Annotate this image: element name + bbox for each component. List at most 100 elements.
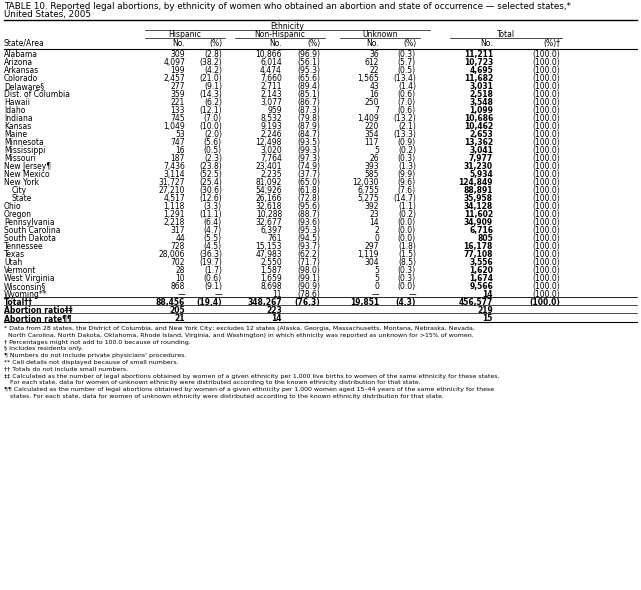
Text: (100.0): (100.0) — [532, 178, 560, 187]
Text: Hawaii: Hawaii — [4, 98, 30, 107]
Text: (9.1): (9.1) — [204, 82, 222, 91]
Text: ¶¶ Calculated as the number of legal abortions obtained by women of a given ethn: ¶¶ Calculated as the number of legal abo… — [4, 387, 494, 392]
Text: Hispanic: Hispanic — [169, 30, 201, 39]
Text: 309: 309 — [171, 50, 185, 59]
Text: 53: 53 — [175, 130, 185, 139]
Text: 2,518: 2,518 — [469, 90, 493, 99]
Text: (85.1): (85.1) — [297, 90, 320, 99]
Text: Vermont: Vermont — [4, 266, 37, 275]
Text: 28: 28 — [176, 266, 185, 275]
Text: 11: 11 — [272, 290, 282, 299]
Text: 32,677: 32,677 — [255, 218, 282, 227]
Text: 22: 22 — [369, 66, 379, 75]
Text: 88,891: 88,891 — [463, 186, 493, 195]
Text: Pennsylvania: Pennsylvania — [4, 218, 54, 227]
Text: 205: 205 — [169, 306, 185, 315]
Text: (100.0): (100.0) — [532, 74, 560, 83]
Text: New Jersey¶: New Jersey¶ — [4, 162, 51, 171]
Text: 7,977: 7,977 — [469, 154, 493, 163]
Text: 3,031: 3,031 — [469, 82, 493, 91]
Text: (25.4): (25.4) — [199, 178, 222, 187]
Text: 21: 21 — [174, 314, 185, 323]
Text: 805: 805 — [478, 234, 493, 243]
Text: † Percentages might not add to 100.0 because of rounding.: † Percentages might not add to 100.0 bec… — [4, 340, 191, 345]
Text: (12.6): (12.6) — [199, 194, 222, 203]
Text: —: — — [214, 290, 222, 299]
Text: 0: 0 — [374, 234, 379, 243]
Text: (3.3): (3.3) — [204, 202, 222, 211]
Text: (0.0): (0.0) — [398, 226, 416, 235]
Text: (100.0): (100.0) — [532, 162, 560, 171]
Text: (0.0): (0.0) — [398, 218, 416, 227]
Text: (7.0): (7.0) — [204, 114, 222, 123]
Text: 4,474: 4,474 — [260, 66, 282, 75]
Text: (100.0): (100.0) — [532, 218, 560, 227]
Text: (65.6): (65.6) — [297, 74, 320, 83]
Text: (5.6): (5.6) — [204, 138, 222, 147]
Text: North Carolina, North Dakota, Oklahoma, Rhode Island, Virginia, and Washington) : North Carolina, North Dakota, Oklahoma, … — [4, 333, 474, 338]
Text: (38.2): (38.2) — [199, 58, 222, 67]
Text: (6.2): (6.2) — [204, 98, 222, 107]
Text: (61.8): (61.8) — [297, 186, 320, 195]
Text: * Data from 28 states, the District of Columbia, and New York City; excludes 12 : * Data from 28 states, the District of C… — [4, 326, 475, 331]
Text: 81,092: 81,092 — [256, 178, 282, 187]
Text: State/Area: State/Area — [4, 39, 45, 48]
Text: (100.0): (100.0) — [532, 194, 560, 203]
Text: State: State — [12, 194, 33, 203]
Text: 9,193: 9,193 — [260, 122, 282, 131]
Text: 220: 220 — [365, 122, 379, 131]
Text: 277: 277 — [171, 82, 185, 91]
Text: 2,143: 2,143 — [260, 90, 282, 99]
Text: (100.0): (100.0) — [532, 234, 560, 243]
Text: 3,020: 3,020 — [260, 146, 282, 155]
Text: (95.3): (95.3) — [297, 66, 320, 75]
Text: 0: 0 — [374, 282, 379, 291]
Text: (100.0): (100.0) — [532, 66, 560, 75]
Text: (0.9): (0.9) — [398, 138, 416, 147]
Text: (79.8): (79.8) — [297, 114, 320, 123]
Text: 348,267: 348,267 — [247, 298, 282, 307]
Text: (96.9): (96.9) — [297, 50, 320, 59]
Text: No.: No. — [480, 39, 493, 48]
Text: 5: 5 — [374, 274, 379, 283]
Text: (14.7): (14.7) — [393, 194, 416, 203]
Text: (0.2): (0.2) — [398, 146, 416, 155]
Text: 868: 868 — [171, 282, 185, 291]
Text: (0.0): (0.0) — [398, 282, 416, 291]
Text: (99.1): (99.1) — [297, 274, 320, 283]
Text: 10,723: 10,723 — [463, 58, 493, 67]
Text: 14: 14 — [272, 314, 282, 323]
Text: (97.3): (97.3) — [297, 154, 320, 163]
Text: (7.0): (7.0) — [398, 98, 416, 107]
Text: 1,659: 1,659 — [260, 274, 282, 283]
Text: 3,548: 3,548 — [469, 98, 493, 107]
Text: (30.6): (30.6) — [199, 186, 222, 195]
Text: (0.6): (0.6) — [398, 106, 416, 115]
Text: (100.0): (100.0) — [532, 50, 560, 59]
Text: 28,006: 28,006 — [158, 250, 185, 259]
Text: 8,532: 8,532 — [260, 114, 282, 123]
Text: 5,934: 5,934 — [469, 170, 493, 179]
Text: (56.1): (56.1) — [297, 58, 320, 67]
Text: (1.7): (1.7) — [204, 266, 222, 275]
Text: 10,288: 10,288 — [256, 210, 282, 219]
Text: 250: 250 — [365, 98, 379, 107]
Text: New Mexico: New Mexico — [4, 170, 49, 179]
Text: ¶ Numbers do not include private physicians' procedures.: ¶ Numbers do not include private physici… — [4, 353, 187, 358]
Text: (52.5): (52.5) — [199, 170, 222, 179]
Text: (100.0): (100.0) — [532, 114, 560, 123]
Text: (89.4): (89.4) — [297, 82, 320, 91]
Text: (100.0): (100.0) — [532, 210, 560, 219]
Text: (100.0): (100.0) — [532, 138, 560, 147]
Text: Maine: Maine — [4, 130, 27, 139]
Text: 7,764: 7,764 — [260, 154, 282, 163]
Text: (1.1): (1.1) — [398, 202, 416, 211]
Text: 15: 15 — [483, 314, 493, 323]
Text: (1.3): (1.3) — [398, 162, 416, 171]
Text: Minnesota: Minnesota — [4, 138, 44, 147]
Text: 54,926: 54,926 — [255, 186, 282, 195]
Text: ** Cell details not displayed because of small numbers.: ** Cell details not displayed because of… — [4, 360, 179, 365]
Text: 393: 393 — [364, 162, 379, 171]
Text: 133: 133 — [171, 106, 185, 115]
Text: (100.0): (100.0) — [532, 154, 560, 163]
